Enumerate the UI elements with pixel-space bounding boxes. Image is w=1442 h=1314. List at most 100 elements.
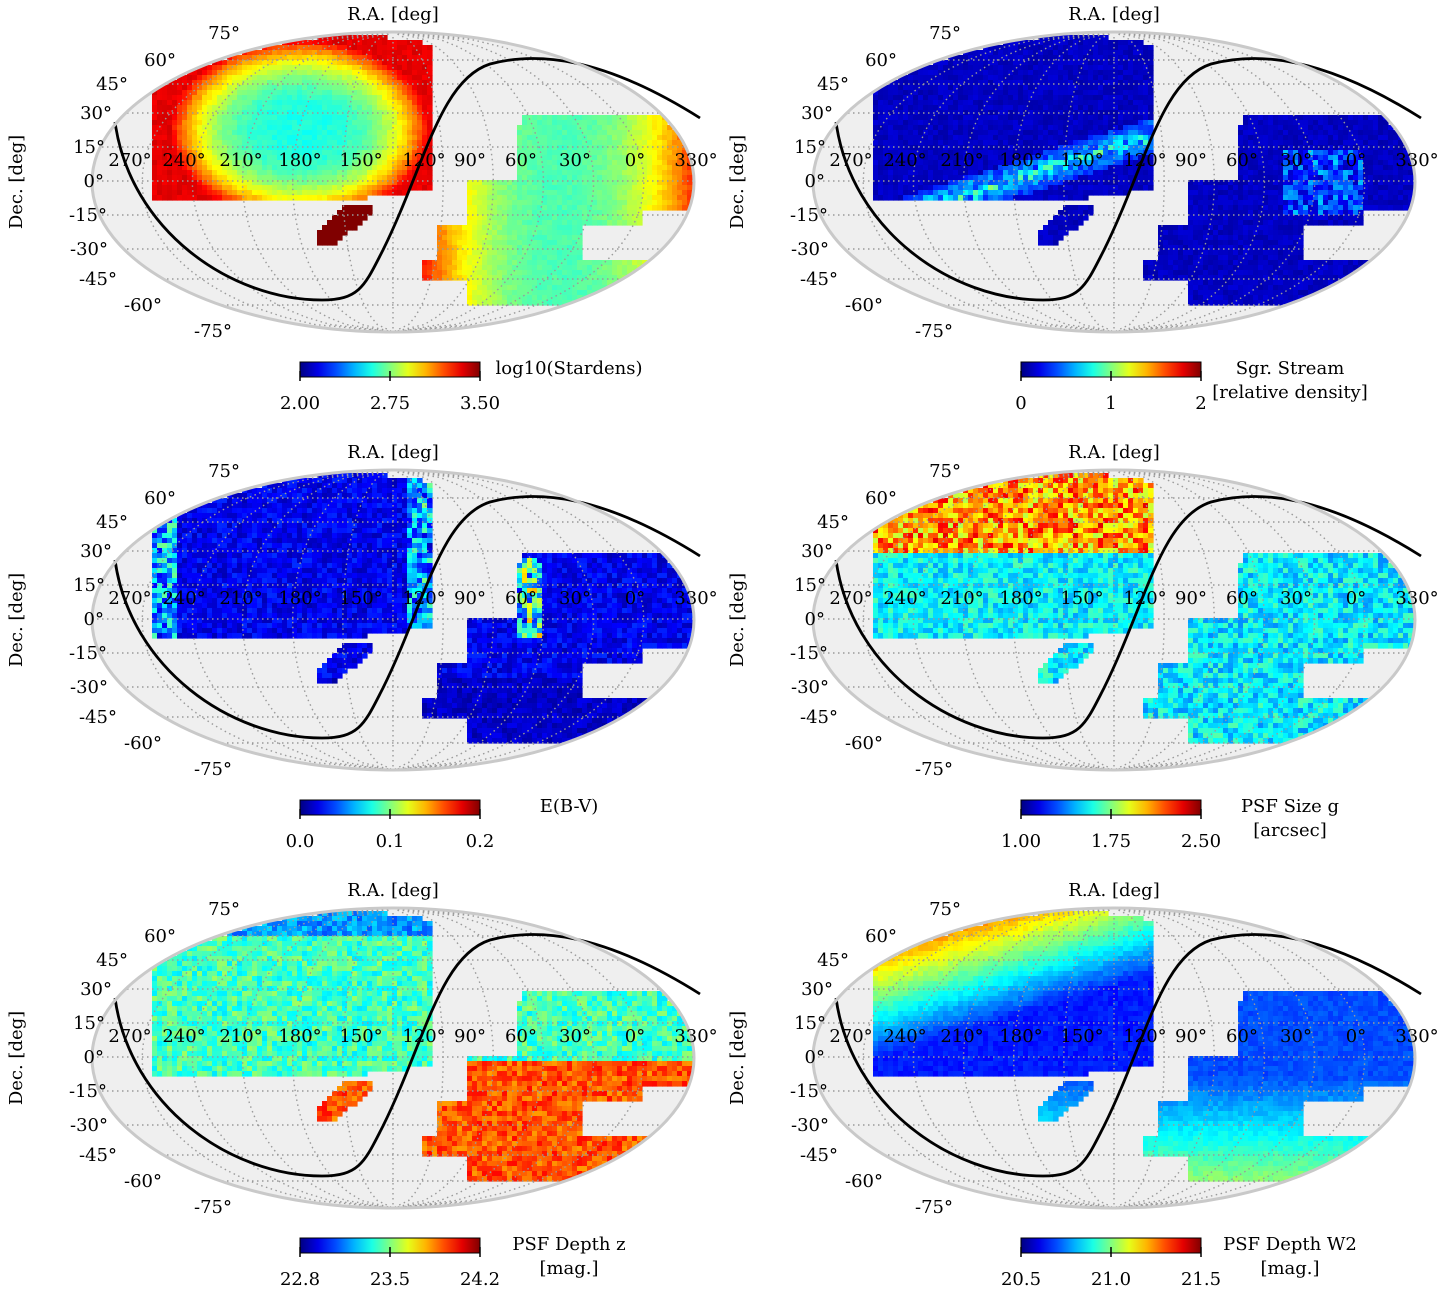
map-pixel	[627, 185, 633, 191]
map-pixel	[983, 105, 989, 111]
map-pixel	[567, 295, 573, 301]
map-pixel	[998, 195, 1004, 201]
map-pixel	[212, 195, 218, 201]
map-pixel	[562, 200, 568, 206]
map-pixel	[1018, 150, 1024, 156]
map-pixel	[988, 75, 994, 81]
map-pixel	[1203, 220, 1209, 226]
map-pixel	[182, 155, 188, 161]
map-pixel	[1128, 50, 1134, 56]
map-pixel	[377, 145, 383, 151]
map-pixel	[172, 120, 178, 126]
map-pixel	[1143, 145, 1149, 151]
map-pixel	[382, 125, 388, 131]
map-pixel	[187, 165, 193, 171]
map-pixel	[647, 175, 653, 181]
map-pixel	[337, 230, 343, 236]
map-pixel	[928, 65, 934, 71]
map-pixel	[277, 100, 283, 106]
map-pixel	[973, 150, 979, 156]
map-pixel	[422, 50, 428, 56]
map-pixel	[878, 115, 884, 121]
map-pixel	[1098, 50, 1104, 56]
map-pixel	[252, 135, 258, 141]
map-pixel	[1123, 75, 1129, 81]
map-pixel	[642, 150, 648, 156]
map-pixel	[1193, 250, 1199, 256]
map-pixel	[172, 190, 178, 196]
map-pixel	[903, 110, 909, 116]
map-pixel	[973, 75, 979, 81]
map-pixel	[1038, 175, 1044, 181]
map-pixel	[287, 55, 293, 61]
map-pixel	[1143, 75, 1149, 81]
map-pixel	[552, 245, 558, 251]
map-pixel	[312, 125, 318, 131]
map-pixel	[1088, 155, 1094, 161]
map-pixel	[1133, 120, 1139, 126]
map-pixel	[612, 180, 618, 186]
map-pixel	[187, 115, 193, 121]
map-pixel	[1038, 95, 1044, 101]
map-pixel	[602, 195, 608, 201]
map-pixel	[657, 180, 663, 186]
map-pixel	[397, 175, 403, 181]
map-pixel	[1053, 195, 1059, 201]
map-pixel	[607, 265, 613, 271]
map-pixel	[502, 295, 508, 301]
map-pixel	[597, 220, 603, 226]
map-pixel	[657, 135, 663, 141]
map-pixel	[577, 240, 583, 246]
map-pixel	[1203, 240, 1209, 246]
map-pixel	[352, 190, 358, 196]
map-pixel	[557, 260, 563, 266]
map-pixel	[217, 80, 223, 86]
map-pixel	[973, 50, 979, 56]
map-pixel	[1133, 70, 1139, 76]
map-pixel	[422, 130, 428, 136]
map-pixel	[212, 90, 218, 96]
map-pixel	[873, 160, 879, 166]
map-pixel	[888, 90, 894, 96]
map-pixel	[652, 185, 658, 191]
map-pixel	[192, 155, 198, 161]
map-pixel	[327, 35, 333, 41]
map-pixel	[617, 125, 623, 131]
map-pixel	[1083, 140, 1089, 146]
map-pixel	[923, 100, 929, 106]
map-pixel	[217, 135, 223, 141]
map-pixel	[242, 115, 248, 121]
map-pixel	[372, 190, 378, 196]
map-pixel	[567, 220, 573, 226]
map-pixel	[467, 195, 473, 201]
map-pixel	[1178, 275, 1184, 281]
map-pixel	[232, 190, 238, 196]
map-pixel	[1023, 90, 1029, 96]
map-pixel	[207, 135, 213, 141]
map-pixel	[1043, 145, 1049, 151]
map-pixel	[342, 100, 348, 106]
map-pixel	[552, 260, 558, 266]
map-pixel	[257, 55, 263, 61]
map-pixel	[1048, 145, 1054, 151]
map-pixel	[612, 120, 618, 126]
map-pixel	[217, 65, 223, 71]
map-pixel	[1033, 185, 1039, 191]
map-pixel	[267, 145, 273, 151]
map-pixel	[212, 85, 218, 91]
map-pixel	[227, 80, 233, 86]
map-pixel	[492, 260, 498, 266]
map-pixel	[602, 265, 608, 271]
map-pixel	[352, 140, 358, 146]
map-pixel	[527, 140, 533, 146]
map-pixel	[322, 190, 328, 196]
map-pixel	[1148, 60, 1154, 66]
map-pixel	[372, 110, 378, 116]
map-pixel	[527, 260, 533, 266]
map-pixel	[537, 135, 543, 141]
map-pixel	[332, 170, 338, 176]
map-pixel	[527, 175, 533, 181]
map-pixel	[903, 190, 909, 196]
map-pixel	[192, 105, 198, 111]
map-pixel	[267, 100, 273, 106]
